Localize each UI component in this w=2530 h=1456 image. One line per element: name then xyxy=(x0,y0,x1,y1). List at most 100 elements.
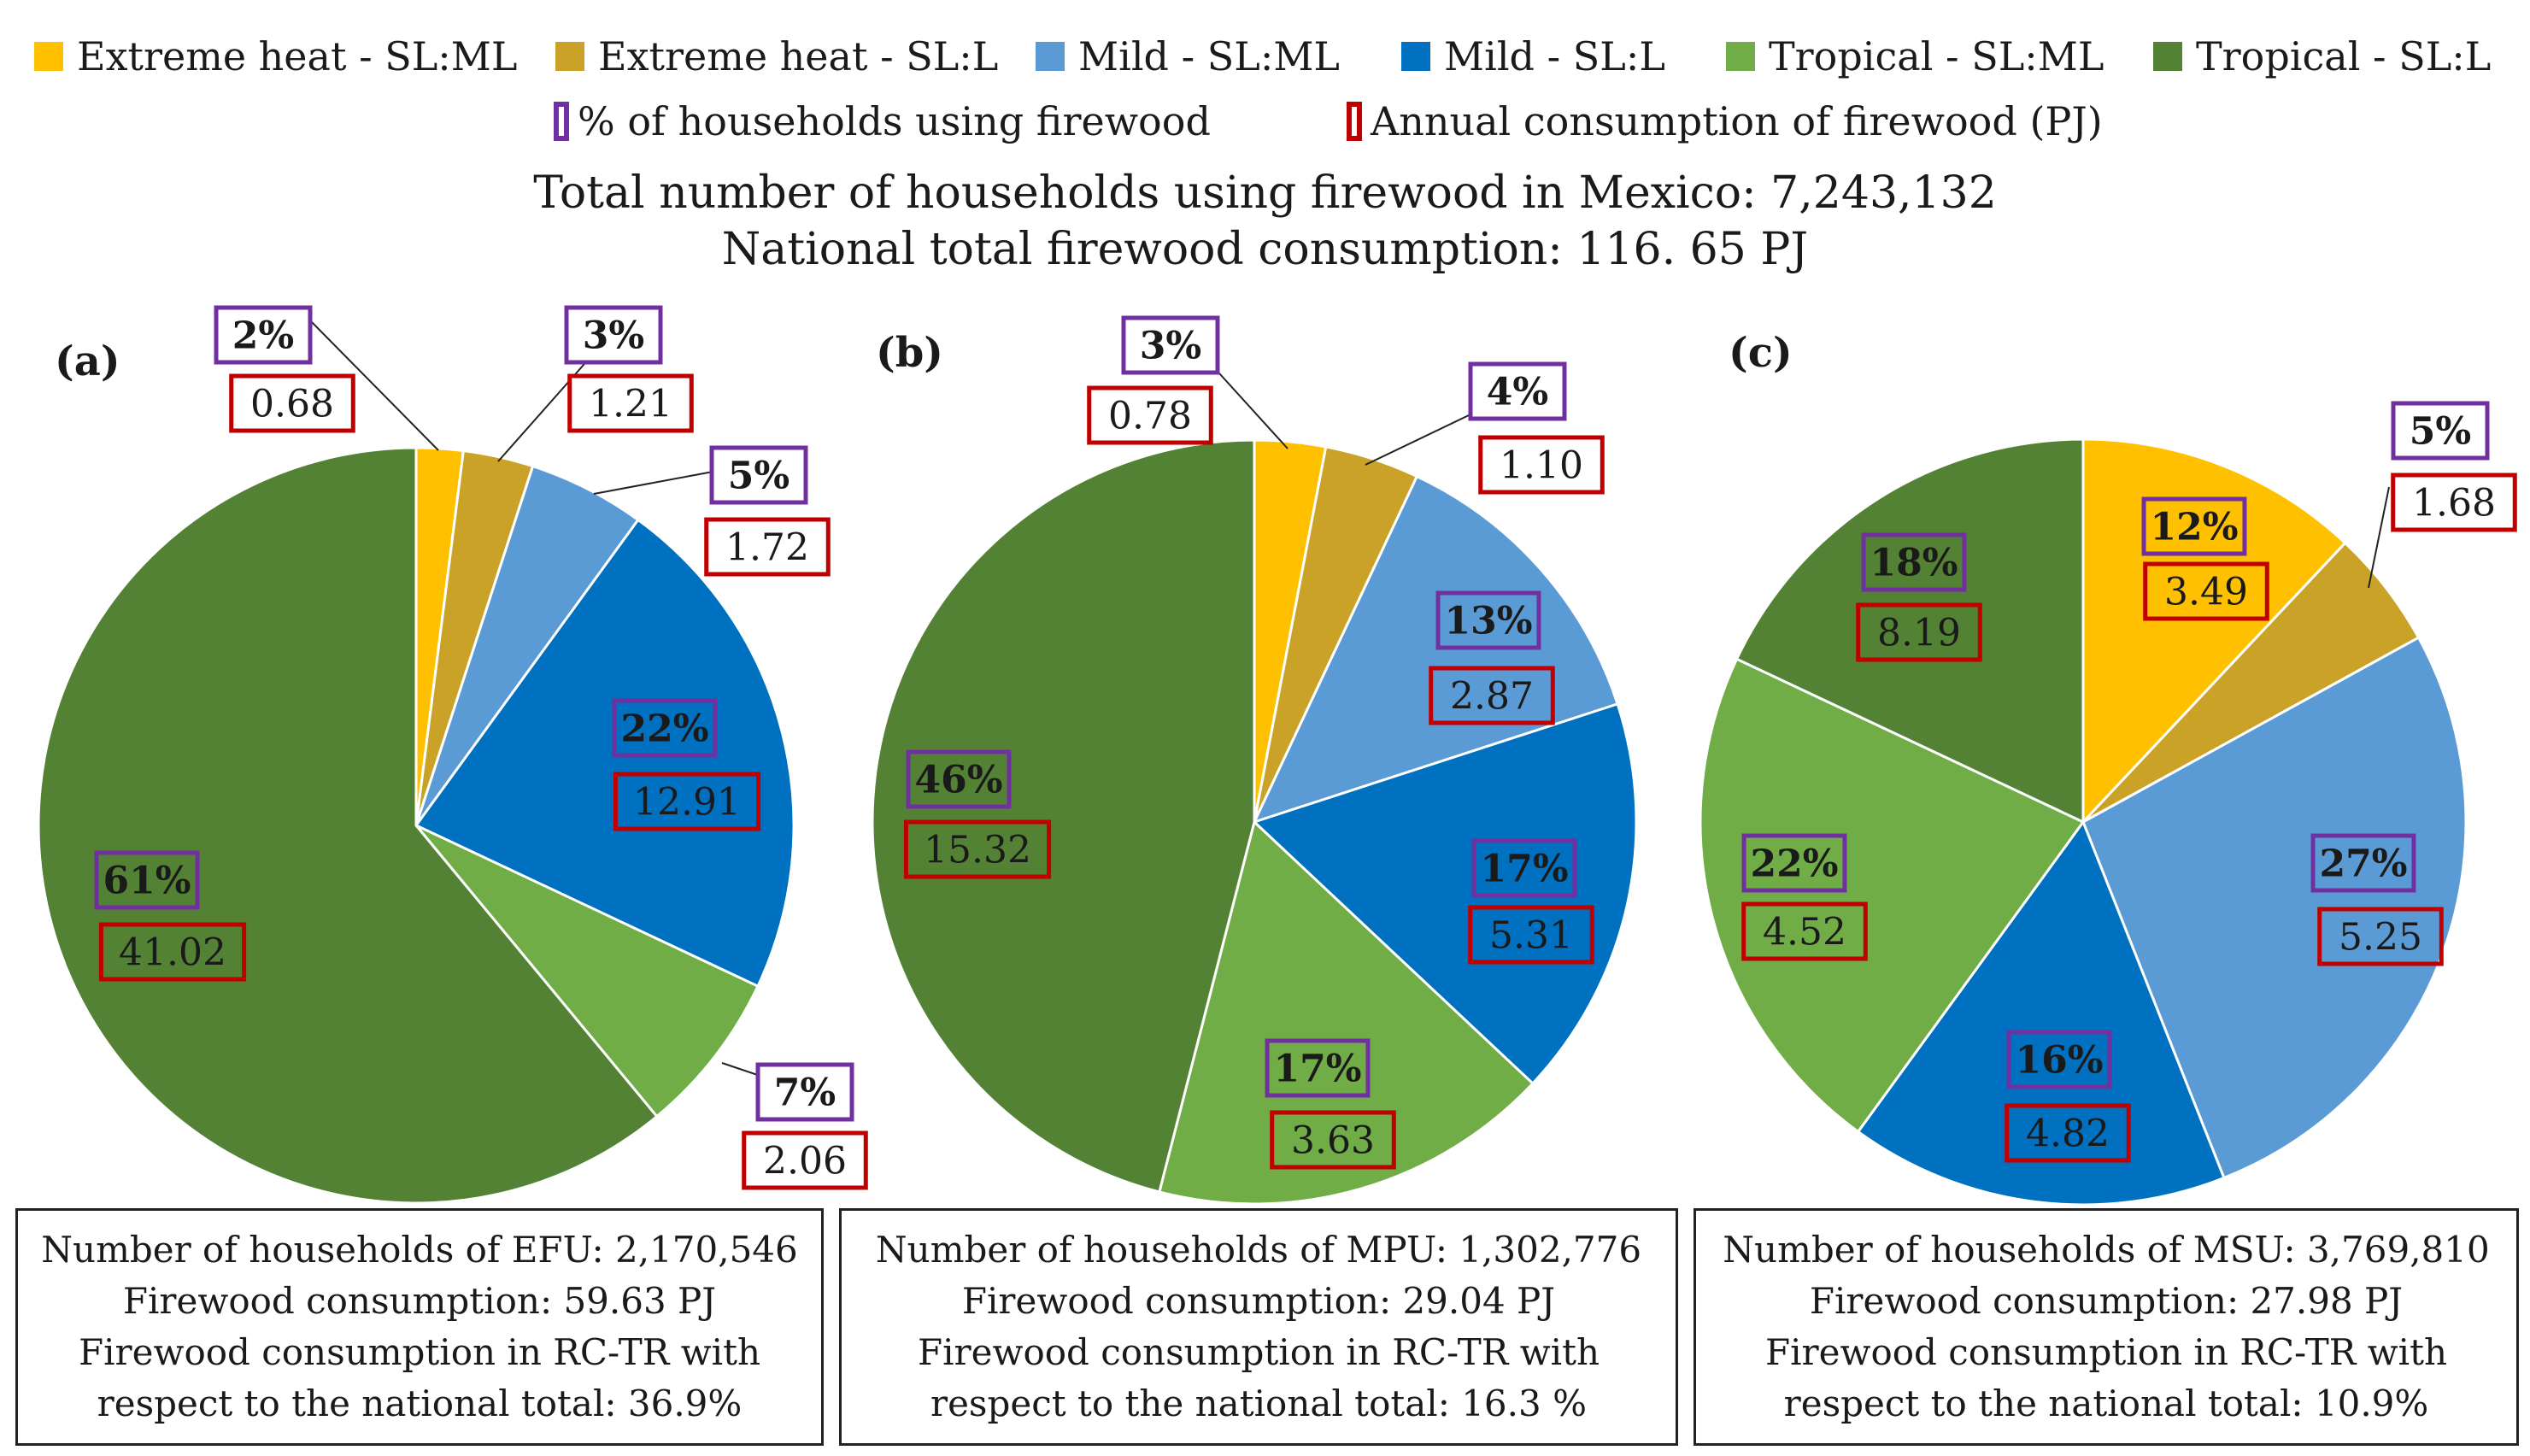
pie-slice xyxy=(1735,437,2085,825)
total-consumption-text: National total firewood consumption: 116… xyxy=(721,224,1809,275)
consumption-label-box xyxy=(613,772,761,831)
pct-label-box xyxy=(2006,1030,2112,1089)
consumption-label-text: 15.32 xyxy=(924,828,1031,872)
consumption-label: 1.68 xyxy=(2391,473,2517,532)
legend-swatch xyxy=(2153,42,2182,71)
legend-item-mild-ml: Mild - SL:ML xyxy=(1036,32,1340,80)
pct-label: 46% xyxy=(906,749,1012,809)
consumption-label-text: 0.78 xyxy=(1108,394,1192,437)
pct-label-text: 27% xyxy=(2319,842,2407,885)
consumption-label-box xyxy=(1087,385,1213,445)
pct-label-text: 46% xyxy=(914,758,1002,801)
pct-label: 12% xyxy=(2141,496,2247,556)
info-box-a: Number of households of EFU: 2,170,546 F… xyxy=(15,1208,824,1446)
consumption-label-box xyxy=(1741,901,1868,961)
pie-c xyxy=(1699,437,2468,1206)
consumption-label-text: 1.68 xyxy=(2412,481,2496,525)
pct-label-box xyxy=(1468,361,1567,421)
consumption-label: 0.78 xyxy=(1087,385,1213,445)
consumption-label-box xyxy=(2005,1103,2131,1163)
pie-slice xyxy=(1856,819,2226,1206)
pie-slice xyxy=(871,438,1256,1194)
pct-label: 5% xyxy=(709,445,808,505)
consumption-label-text: 3.63 xyxy=(1291,1118,1375,1162)
pct-label-text: 13% xyxy=(1444,599,1532,643)
pct-label-box xyxy=(755,1062,854,1122)
consumption-label-text: 8.19 xyxy=(1877,611,1961,655)
info-households: Number of households of MSU: 3,769,810 xyxy=(1723,1229,2490,1271)
pct-label-text: 3% xyxy=(1140,324,1201,367)
pct-label-text: 22% xyxy=(1750,842,1838,885)
legend-label: Mild - SL:L xyxy=(1444,33,1665,79)
pie-slice xyxy=(2081,437,2347,825)
consumption-label-box xyxy=(1270,1110,1396,1170)
consumption-label: 3.63 xyxy=(1270,1110,1396,1170)
pct-label: 13% xyxy=(1435,590,1541,650)
consumption-label-box xyxy=(2391,473,2517,532)
legend-item-mild-l: Mild - SL:L xyxy=(1401,32,1665,80)
consumption-label: 41.02 xyxy=(98,922,247,982)
legend-label: Tropical - SL:ML xyxy=(1769,33,2104,79)
legend-label: Extreme heat - SL:L xyxy=(598,33,999,79)
leader-line xyxy=(307,317,439,451)
pie-slice xyxy=(414,824,760,1118)
consumption-label-box xyxy=(1429,666,1555,725)
consumption-label: 12.91 xyxy=(613,772,761,831)
pct-label-text: 17% xyxy=(1273,1047,1361,1090)
consumption-label: 1.10 xyxy=(1478,435,1605,495)
consumption-label-text: 1.72 xyxy=(725,525,809,569)
legend-item-tropical-ml: Tropical - SL:ML xyxy=(1726,32,2104,80)
pct-label: 2% xyxy=(214,305,313,365)
consumption-label: 5.25 xyxy=(2317,907,2444,966)
pct-label: 22% xyxy=(1741,833,1847,893)
info-box-b: Number of households of MPU: 1,302,776 F… xyxy=(839,1208,1678,1446)
legend-item-tropical-l: Tropical - SL:L xyxy=(2153,32,2491,80)
pct-label: 3% xyxy=(1121,315,1220,375)
pct-label: 61% xyxy=(94,850,200,910)
pct-label-box xyxy=(2310,833,2416,893)
pct-label-box xyxy=(906,749,1012,809)
consumption-label-box xyxy=(1478,435,1605,495)
consumption-label-text: 2.06 xyxy=(763,1139,847,1183)
consumption-label-text: 1.21 xyxy=(589,382,672,426)
pct-label-text: 2% xyxy=(232,314,294,357)
panel-letter-a: (a) xyxy=(55,338,120,385)
consumption-label: 2.87 xyxy=(1429,666,1555,725)
leader-line xyxy=(593,467,732,495)
leader-line xyxy=(2368,486,2390,589)
consumption-label-box xyxy=(567,373,694,433)
pct-label-text: 18% xyxy=(1870,541,1958,584)
consumption-label-text: 0.68 xyxy=(250,382,334,426)
pct-label: 18% xyxy=(1861,532,1967,592)
legend-label: Mild - SL:ML xyxy=(1078,33,1340,79)
pct-label: 17% xyxy=(1265,1038,1371,1098)
pct-label: 4% xyxy=(1468,361,1567,421)
pct-label-box xyxy=(1471,838,1577,898)
consumption-label: 15.32 xyxy=(903,819,1052,879)
pie-slice xyxy=(1252,702,1638,1086)
legend-label: Extreme heat - SL:ML xyxy=(77,33,518,79)
pct-label-box xyxy=(564,305,663,365)
consumption-label-box xyxy=(1468,905,1594,965)
info-households: Number of households of EFU: 2,170,546 xyxy=(41,1229,798,1271)
pct-label-box xyxy=(612,698,718,758)
consumption-label-text: 2.87 xyxy=(1450,674,1534,718)
pct-label-text: 22% xyxy=(620,707,708,750)
legend-item-extreme-heat-l: Extreme heat - SL:L xyxy=(555,32,998,80)
consumption-label: 2.06 xyxy=(742,1130,868,1190)
consumption-label: 4.82 xyxy=(2005,1103,2131,1163)
pct-label-text: 5% xyxy=(2410,409,2471,453)
consumption-label: 5.31 xyxy=(1468,905,1594,965)
pct-label: 22% xyxy=(612,698,718,758)
consumption-label-text: 12.91 xyxy=(633,780,741,824)
consumption-label-text: 41.02 xyxy=(119,931,226,974)
pct-label-box xyxy=(2391,401,2490,461)
pct-label-text: 3% xyxy=(583,314,644,357)
pct-label: 7% xyxy=(755,1062,854,1122)
legend-item-percent-households: % of households using firewood xyxy=(554,96,1211,147)
legend-swatch xyxy=(1726,42,1755,71)
pct-label-text: 17% xyxy=(1480,847,1568,890)
pct-label-text: 61% xyxy=(103,859,191,902)
consumption-label-box xyxy=(1856,602,1982,662)
